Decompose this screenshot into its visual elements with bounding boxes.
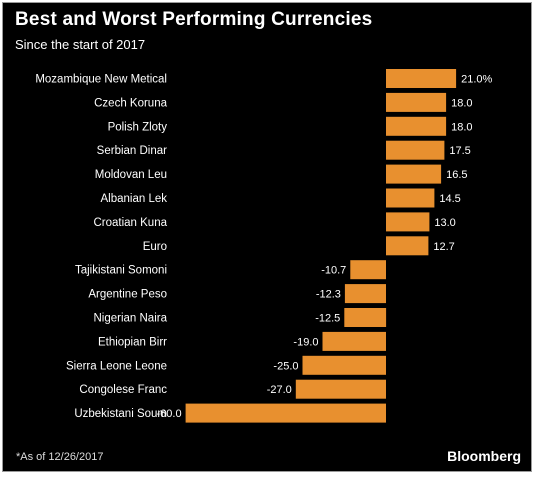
bar <box>350 260 386 280</box>
category-label: Polish Zloty <box>108 121 168 133</box>
category-label: Euro <box>143 241 167 253</box>
category-label: Serbian Dinar <box>97 145 167 157</box>
bar <box>295 379 386 399</box>
category-label: Mozambique New Metical <box>35 74 167 86</box>
bar <box>386 69 457 88</box>
chart-title: Best and Worst Performing Currencies <box>15 9 373 30</box>
category-label: Nigerian Naira <box>93 313 167 325</box>
bar <box>386 236 429 256</box>
value-label: -19.0 <box>293 336 318 348</box>
bar <box>344 308 387 327</box>
category-label: Ethiopian Birr <box>98 336 167 348</box>
value-label: 17.5 <box>449 145 470 157</box>
category-label: Congolese Franc <box>79 384 167 396</box>
category-label: Czech Koruna <box>94 97 167 109</box>
category-label: Moldovan Leu <box>95 169 167 181</box>
category-label: Albanian Lek <box>101 193 168 205</box>
value-label: -12.3 <box>316 289 341 301</box>
bar <box>344 284 386 304</box>
footnote: *As of 12/26/2017 <box>16 451 104 463</box>
bar <box>386 188 435 208</box>
bar <box>185 403 386 423</box>
value-label: -25.0 <box>273 360 298 372</box>
category-label: Croatian Kuna <box>93 217 167 229</box>
chart-frame: Best and Worst Performing Currencies Sin… <box>2 2 532 472</box>
bloomberg-logo: Bloomberg <box>447 448 521 464</box>
value-label: -27.0 <box>267 384 292 396</box>
value-label: 21.0% <box>461 74 492 86</box>
chart-subtitle: Since the start of 2017 <box>15 37 146 52</box>
value-label: 18.0 <box>451 121 472 133</box>
value-label: -12.5 <box>315 313 340 325</box>
value-label: 14.5 <box>439 193 460 205</box>
bar <box>386 140 445 160</box>
value-label: 16.5 <box>446 169 467 181</box>
bar <box>386 212 430 232</box>
category-label: Uzbekistani Soum <box>74 408 167 420</box>
bar <box>386 116 447 136</box>
category-label: Tajikistani Somoni <box>75 265 167 277</box>
value-label: 18.0 <box>451 97 472 109</box>
bar <box>386 164 442 184</box>
bar <box>386 92 447 112</box>
bar <box>302 355 386 375</box>
bar-chart: Mozambique New Metical 21.0% Czech Koruna 1… <box>35 69 493 423</box>
value-label: -10.7 <box>321 265 346 277</box>
value-label: -60.0 <box>157 408 182 420</box>
category-label: Sierra Leone Leone <box>66 360 167 372</box>
bar <box>322 331 386 351</box>
value-label: 13.0 <box>434 217 455 229</box>
category-label: Argentine Peso <box>88 289 167 301</box>
value-label: 12.7 <box>433 241 454 253</box>
